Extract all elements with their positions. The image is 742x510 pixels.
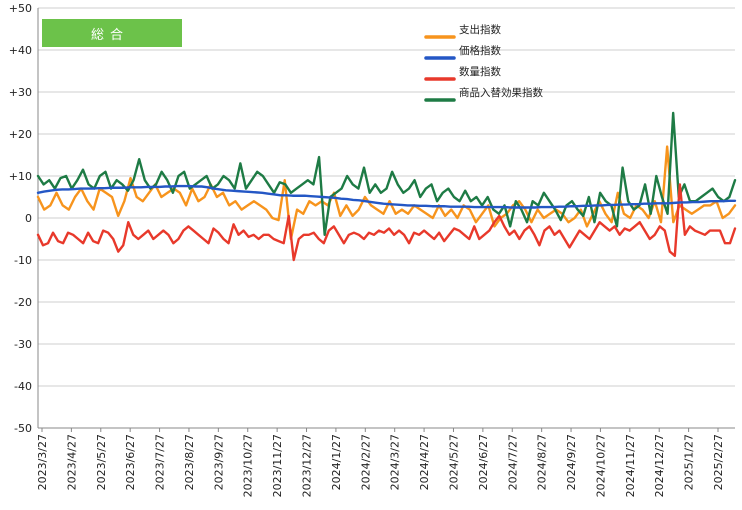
y-tick-label: +20 bbox=[9, 128, 32, 141]
x-tick-label: 2025/2/27 bbox=[712, 434, 725, 490]
x-tick-label: 2023/6/27 bbox=[124, 434, 137, 490]
y-tick-label: 0 bbox=[25, 212, 32, 225]
y-axis-ticks: +50 +40 +30 +20 +10 0 -10 -20 -30 -40 -50 bbox=[9, 2, 32, 435]
x-tick-label: 2024/6/27 bbox=[477, 434, 490, 490]
x-tick-label: 2023/5/27 bbox=[95, 434, 108, 490]
y-tick-label: +30 bbox=[9, 86, 32, 99]
x-tick-label: 2024/7/27 bbox=[506, 434, 519, 490]
x-tick-label: 2024/11/27 bbox=[624, 434, 637, 497]
series-line-2 bbox=[36, 183, 737, 262]
x-tick-label: 2024/8/27 bbox=[536, 434, 549, 490]
y-tick-label: +50 bbox=[9, 2, 32, 15]
series-lines bbox=[36, 111, 737, 262]
x-tick-label: 2024/4/27 bbox=[418, 434, 431, 490]
gridlines bbox=[37, 7, 735, 429]
y-tick-label: -50 bbox=[14, 422, 32, 435]
x-tick-label: 2024/12/27 bbox=[653, 434, 666, 497]
y-tick-label: -20 bbox=[14, 296, 32, 309]
legend-label: 数量指数 bbox=[459, 65, 501, 78]
x-tick-label: 2023/4/27 bbox=[65, 434, 78, 490]
x-tick-label: 2024/10/27 bbox=[594, 434, 607, 497]
series-line-0 bbox=[36, 145, 737, 241]
x-axis-ticks: 2023/3/27 2023/4/27 2023/5/27 2023/6/27 2023… bbox=[36, 428, 725, 497]
badge-label: 総合 bbox=[91, 28, 129, 43]
x-tick-label: 2023/7/27 bbox=[154, 434, 167, 490]
x-tick-label: 2024/3/27 bbox=[389, 434, 402, 490]
badge: 総合 bbox=[42, 19, 182, 47]
legend-label: 支出指数 bbox=[459, 23, 501, 36]
x-tick-label: 2024/5/27 bbox=[447, 434, 460, 490]
badge-background bbox=[42, 19, 182, 47]
x-tick-label: 2023/9/27 bbox=[212, 434, 225, 490]
y-tick-label: -30 bbox=[14, 338, 32, 351]
y-tick-label: -40 bbox=[14, 380, 32, 393]
x-tick-label: 2025/1/27 bbox=[683, 434, 696, 490]
x-tick-label: 2023/3/27 bbox=[36, 434, 49, 490]
x-tick-label: 2023/12/27 bbox=[301, 434, 314, 497]
legend-label: 価格指数 bbox=[459, 44, 501, 57]
x-tick-label: 2023/10/27 bbox=[242, 434, 255, 497]
x-tick-label: 2023/11/27 bbox=[271, 434, 284, 497]
x-tick-label: 2024/1/27 bbox=[330, 434, 343, 490]
y-tick-label: +10 bbox=[9, 170, 32, 183]
y-tick-label: +40 bbox=[9, 44, 32, 57]
legend-label: 商品入替効果指数 bbox=[459, 86, 543, 99]
x-tick-label: 2024/9/27 bbox=[565, 434, 578, 490]
x-tick-label: 2024/2/27 bbox=[359, 434, 372, 490]
series-line-1 bbox=[36, 184, 737, 209]
y-tick-label: -10 bbox=[14, 254, 32, 267]
x-tick-label: 2023/8/27 bbox=[183, 434, 196, 490]
